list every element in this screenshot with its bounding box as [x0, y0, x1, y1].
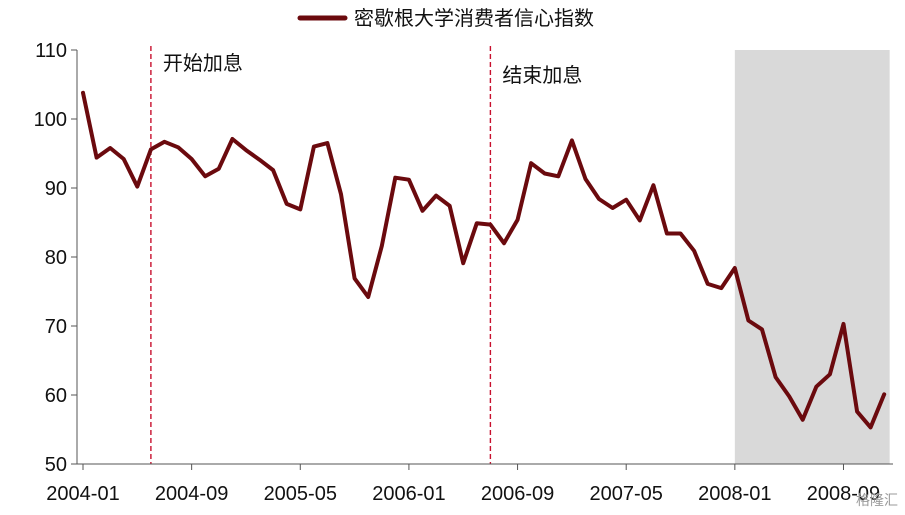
data-point: [638, 218, 642, 222]
data-point: [190, 157, 194, 161]
data-point: [81, 91, 85, 95]
data-point: [651, 183, 656, 187]
data-point: [461, 261, 465, 265]
data-point: [624, 198, 628, 202]
x-tick-label: 2004-09: [155, 483, 228, 505]
data-point: [217, 167, 221, 171]
data-point: [814, 385, 818, 389]
series-line: [81, 90, 887, 430]
data-point: [882, 392, 886, 396]
data-point: [502, 241, 506, 245]
y-tick-label: 90: [45, 178, 67, 200]
data-point: [366, 295, 370, 299]
data-point: [271, 168, 275, 172]
data-point: [611, 206, 615, 210]
data-point: [706, 282, 710, 286]
data-point: [108, 146, 112, 150]
data-point: [760, 327, 764, 331]
data-point: [95, 156, 99, 160]
y-tick-label: 50: [45, 454, 67, 476]
data-point: [556, 174, 560, 178]
watermark-layer: 格隆汇: [856, 493, 898, 509]
x-tick-label: 2008-01: [698, 483, 771, 505]
watermark-text: 格隆汇: [856, 493, 898, 509]
data-point: [678, 231, 683, 236]
data-point: [475, 221, 479, 225]
data-point: [257, 158, 262, 162]
data-point: [597, 197, 601, 201]
y-tick-label: 100: [34, 109, 67, 131]
data-point: [380, 244, 384, 248]
annotation-label: 结束加息: [502, 63, 582, 87]
data-point: [516, 218, 520, 222]
data-point: [149, 147, 153, 151]
data-point: [298, 207, 302, 211]
x-tick-label: 2008-09: [807, 483, 880, 505]
data-point: [122, 157, 126, 161]
data-point: [733, 266, 737, 270]
data-point: [774, 375, 778, 379]
recession-shading-layer: [734, 50, 890, 464]
y-tick-label: 70: [45, 316, 67, 338]
data-point: [719, 286, 723, 290]
data-point: [312, 145, 316, 149]
data-point: [855, 410, 859, 414]
data-point: [420, 209, 425, 213]
series-layer: [81, 90, 887, 430]
data-point: [407, 178, 411, 182]
x-tick-label: 2006-01: [372, 483, 445, 505]
legend: 密歇根大学消费者信心指数: [297, 6, 594, 30]
legend-label: 密歇根大学消费者信心指数: [354, 6, 594, 30]
data-point: [244, 148, 248, 152]
annotation-label: 开始加息: [163, 51, 243, 75]
axes: 50 60 70 80 90 100 110 2004-01 2004-09 2005-05 200…: [34, 40, 893, 505]
data-point: [448, 204, 452, 208]
y-tick-label: 80: [45, 247, 67, 269]
data-point: [543, 171, 547, 176]
data-point: [869, 425, 873, 429]
data-point: [787, 394, 791, 398]
data-point: [135, 185, 139, 189]
data-point: [162, 140, 167, 144]
y-tick-label: 110: [35, 40, 67, 62]
data-point: [285, 202, 289, 206]
data-point: [353, 276, 357, 280]
x-tick-label: 2005-05: [264, 483, 337, 505]
annotation-layer: 开始加息结束加息: [150, 46, 582, 464]
data-point: [841, 322, 846, 326]
data-point: [434, 194, 438, 198]
x-tick-label: 2006-09: [481, 483, 554, 505]
data-point: [583, 177, 588, 181]
data-point: [665, 231, 669, 236]
data-point: [393, 176, 397, 180]
data-point: [692, 249, 696, 253]
data-point: [828, 372, 832, 376]
data-point: [488, 223, 492, 227]
shaded-period: [734, 50, 890, 464]
data-point: [529, 161, 533, 165]
x-tick-label: 2004-01: [46, 483, 119, 505]
data-point: [746, 318, 751, 323]
data-point: [801, 418, 805, 422]
data-point: [230, 137, 234, 141]
data-point: [339, 192, 343, 196]
data-point: [203, 174, 207, 178]
y-tick-label: 60: [45, 385, 67, 407]
x-tick-label: 2007-05: [589, 483, 662, 505]
data-point: [325, 141, 329, 145]
data-point: [176, 145, 180, 149]
data-point: [570, 138, 574, 142]
